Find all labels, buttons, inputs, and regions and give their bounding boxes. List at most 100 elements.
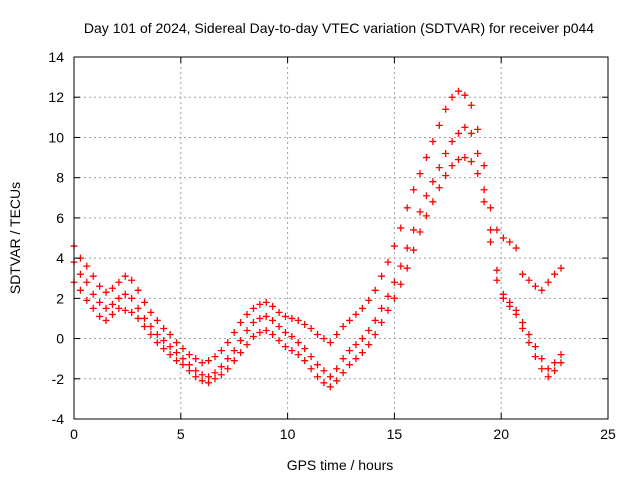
data-point xyxy=(320,335,328,343)
data-point xyxy=(506,302,514,310)
data-point xyxy=(314,373,322,381)
ticks xyxy=(73,56,609,420)
data-point xyxy=(249,318,257,326)
data-point xyxy=(499,294,507,302)
data-point xyxy=(230,357,238,365)
data-point xyxy=(442,150,450,158)
data-point xyxy=(185,361,193,369)
data-point xyxy=(160,325,168,332)
x-tick-label: 5 xyxy=(177,426,185,442)
data-point xyxy=(102,316,110,324)
data-point xyxy=(205,379,213,387)
data-point xyxy=(217,371,225,379)
data-point xyxy=(480,198,488,206)
data-point xyxy=(493,266,501,274)
data-point xyxy=(474,125,482,133)
data-point xyxy=(544,365,552,373)
data-point xyxy=(487,226,495,234)
grid xyxy=(74,57,608,419)
data-point xyxy=(281,312,289,320)
data-point xyxy=(422,154,430,162)
data-point xyxy=(96,312,104,320)
data-point xyxy=(134,304,142,312)
data-point xyxy=(557,359,565,367)
data-point xyxy=(365,341,373,349)
data-point xyxy=(467,158,475,166)
data-point xyxy=(467,101,475,109)
data-point xyxy=(153,331,161,339)
data-point xyxy=(89,290,97,298)
data-point xyxy=(435,184,443,192)
data-point xyxy=(448,162,456,170)
data-point xyxy=(454,129,462,137)
data-point xyxy=(326,373,334,381)
data-point xyxy=(275,322,283,330)
data-point xyxy=(531,353,539,361)
data-point xyxy=(83,278,91,286)
x-tick-label: 20 xyxy=(493,426,509,442)
data-point xyxy=(352,310,360,318)
data-point xyxy=(454,87,462,95)
data-point xyxy=(89,272,97,280)
data-point xyxy=(102,288,110,296)
data-point xyxy=(461,154,469,162)
data-point xyxy=(147,308,155,316)
data-point xyxy=(224,365,232,373)
data-point xyxy=(192,355,200,363)
data-point xyxy=(237,337,245,345)
data-point xyxy=(230,329,238,337)
data-point xyxy=(531,343,539,351)
y-tick-label: 14 xyxy=(48,49,64,65)
data-point xyxy=(378,304,386,312)
data-point xyxy=(211,375,219,383)
data-point xyxy=(525,331,533,339)
data-point xyxy=(185,351,193,359)
data-point xyxy=(217,363,225,371)
data-point xyxy=(217,347,225,355)
data-point xyxy=(365,327,373,335)
data-point xyxy=(448,93,456,101)
data-point xyxy=(454,156,462,164)
data-point xyxy=(519,270,527,278)
data-point xyxy=(96,282,104,290)
data-point xyxy=(365,296,373,304)
data-point xyxy=(128,276,136,284)
data-point xyxy=(147,331,155,339)
data-point xyxy=(179,361,187,369)
data-point xyxy=(198,359,206,367)
data-point xyxy=(307,325,315,332)
data-point xyxy=(346,347,354,355)
data-point xyxy=(128,308,136,316)
data-point xyxy=(333,331,341,339)
data-point xyxy=(333,377,341,385)
data-point xyxy=(134,286,142,294)
data-point xyxy=(76,270,84,278)
data-point xyxy=(519,325,527,332)
data-point xyxy=(551,270,559,278)
data-point xyxy=(416,208,424,216)
data-point xyxy=(551,359,559,367)
data-point xyxy=(192,367,200,375)
data-point xyxy=(205,357,213,365)
data-point xyxy=(185,367,193,375)
data-point xyxy=(403,204,411,212)
data-point xyxy=(115,294,123,302)
data-point xyxy=(442,172,450,180)
data-point xyxy=(326,383,334,391)
data-point xyxy=(269,316,277,324)
data-point xyxy=(262,298,270,306)
data-point xyxy=(429,137,437,145)
data-point xyxy=(83,262,91,270)
data-point xyxy=(140,314,148,322)
data-point xyxy=(480,162,488,170)
data-point xyxy=(320,379,328,387)
x-axis-label: GPS time / hours xyxy=(287,457,394,473)
data-point xyxy=(269,302,277,310)
data-point xyxy=(166,351,174,359)
data-point xyxy=(314,331,322,339)
data-point xyxy=(416,170,424,178)
data-point xyxy=(435,164,443,172)
data-point xyxy=(269,331,277,339)
data-point xyxy=(461,91,469,99)
chart-title: Day 101 of 2024, Sidereal Day-to-day VTE… xyxy=(84,20,594,36)
